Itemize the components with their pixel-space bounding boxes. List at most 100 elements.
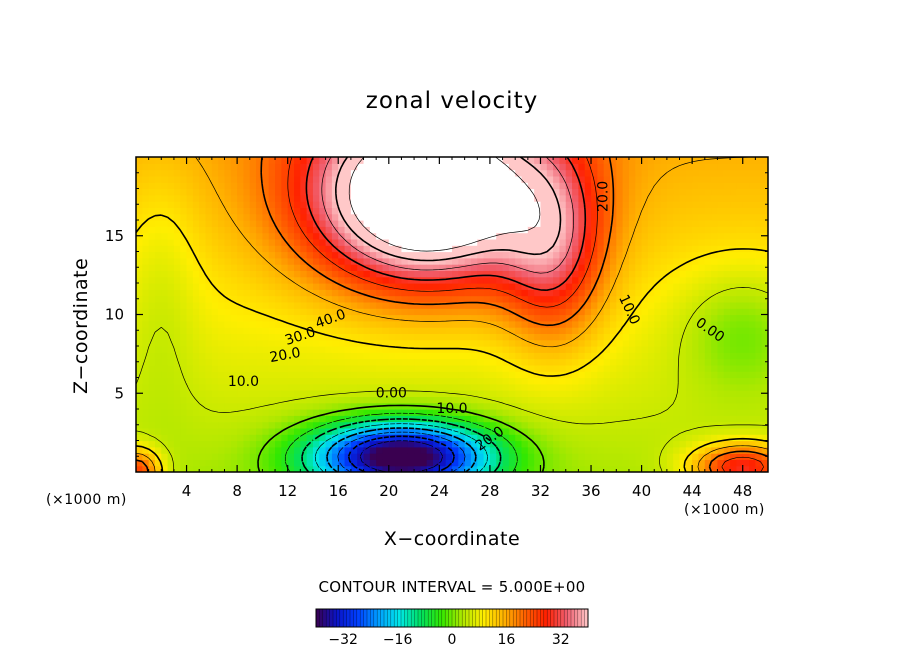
colorbar-segment: [574, 609, 579, 627]
colorbar-segment: [513, 609, 518, 627]
contour-line: [136, 157, 768, 472]
colorbar-segment: [360, 609, 365, 627]
colorbar-segment: [462, 609, 467, 627]
colorbar-segment: [554, 609, 558, 627]
colorbar-segment: [326, 609, 331, 627]
contour-line: [359, 440, 444, 472]
colorbar-segment: [564, 609, 569, 627]
colorbar-segment: [516, 609, 521, 627]
contour-line: [321, 157, 574, 274]
colorbar-segment: [448, 609, 453, 627]
x-tick-label: 4: [182, 482, 192, 500]
x-tick-label: 36: [581, 482, 600, 500]
colorbar-segment: [465, 609, 470, 627]
contour-line: [136, 214, 768, 472]
colorbar-segment: [520, 609, 524, 627]
colorbar-tick-label: −16: [383, 632, 413, 648]
colorbar-segment: [333, 609, 337, 627]
colorbar-segment: [316, 609, 320, 627]
colorbar-segment: [526, 609, 531, 627]
colorbar-segment: [373, 609, 378, 627]
contour-line: [326, 427, 477, 472]
contour-line: [347, 435, 455, 472]
x-tick-label: 24: [430, 482, 449, 500]
contour-line: [305, 157, 587, 291]
colorbar-segment: [523, 609, 528, 627]
colorbar-segment: [353, 609, 358, 627]
colorbar-segment: [424, 609, 429, 627]
colorbar-segment: [431, 609, 436, 627]
colorbar-segment: [367, 609, 371, 627]
colorbar-segment: [472, 609, 477, 627]
x-tick-label: 32: [531, 482, 550, 500]
colorbar-segment: [322, 609, 327, 627]
contour-label: 10.0: [228, 374, 259, 390]
x-tick-label: 28: [480, 482, 499, 500]
x-unit-label: (×1000 m): [684, 502, 765, 518]
colorbar-segment: [530, 609, 535, 627]
y-tick-label: 15: [105, 227, 124, 245]
colorbar-segment: [458, 609, 463, 627]
colorbar-segment: [343, 609, 348, 627]
y-tick-label: 5: [114, 384, 124, 402]
colorbar-segment: [482, 609, 487, 627]
colorbar-segment: [411, 609, 416, 627]
contour-line: [314, 423, 488, 472]
x-axis-label: X−coordinate: [383, 528, 521, 550]
colorbar-segment: [584, 609, 589, 627]
colorbar-segment: [550, 609, 555, 627]
colorbar-segment: [455, 609, 460, 627]
colorbar-segment: [577, 609, 582, 627]
colorbar-segment: [489, 609, 494, 627]
colorbar-segment: [581, 609, 586, 627]
contour-line: [287, 157, 764, 472]
colorbar-segment: [346, 609, 351, 627]
contour-line: [136, 287, 768, 472]
contour-line: [337, 431, 466, 472]
colorbar-segment: [329, 609, 334, 627]
x-tick-label: 20: [379, 482, 398, 500]
colorbar-segment: [387, 609, 392, 627]
chart-title: zonal velocity: [365, 88, 539, 114]
colorbar-segment: [421, 609, 426, 627]
colorbar-segment: [384, 609, 388, 627]
colorbar-segment: [435, 609, 439, 627]
contour-lines: [136, 157, 768, 472]
contour-line: [335, 157, 562, 262]
colorbar-segment: [401, 609, 405, 627]
colorbar-segment: [492, 609, 497, 627]
contour-line: [348, 157, 541, 252]
colorbar-segment: [414, 609, 419, 627]
colorbar-segment: [499, 609, 504, 627]
contour-label: 20.0: [268, 345, 301, 366]
colorbar-segment: [486, 609, 490, 627]
contour-label: 0.00: [376, 385, 407, 401]
colorbar-segment: [537, 609, 541, 627]
contour-line: [301, 418, 502, 472]
colorbar-segment: [319, 609, 324, 627]
colorbar-segment: [547, 609, 552, 627]
colorbar-tick-label: −32: [328, 632, 358, 648]
colorbar-segment: [428, 609, 433, 627]
colorbar-segment: [407, 609, 412, 627]
x-tick-label: 48: [733, 482, 752, 500]
colorbar-segment: [503, 609, 507, 627]
colorbar-segment: [404, 609, 409, 627]
colorbar-segment: [356, 609, 361, 627]
contour-line: [136, 157, 768, 472]
colorbar-segment: [380, 609, 385, 627]
z-unit-label: (×1000 m): [46, 492, 127, 508]
colorbar-segment: [418, 609, 422, 627]
contour-interval-text: CONTOUR INTERVAL = 5.000E+00: [318, 578, 586, 596]
y-tick-label: 10: [105, 306, 124, 324]
colorbar-segment: [560, 609, 565, 627]
colorbar-segment: [350, 609, 354, 627]
colorbar-segment: [377, 609, 382, 627]
x-tick-label: 12: [278, 482, 297, 500]
colorbar-segment: [452, 609, 456, 627]
colorbar-tick-label: 32: [552, 632, 570, 648]
colorbar-segment: [557, 609, 562, 627]
x-tick-label: 8: [232, 482, 242, 500]
